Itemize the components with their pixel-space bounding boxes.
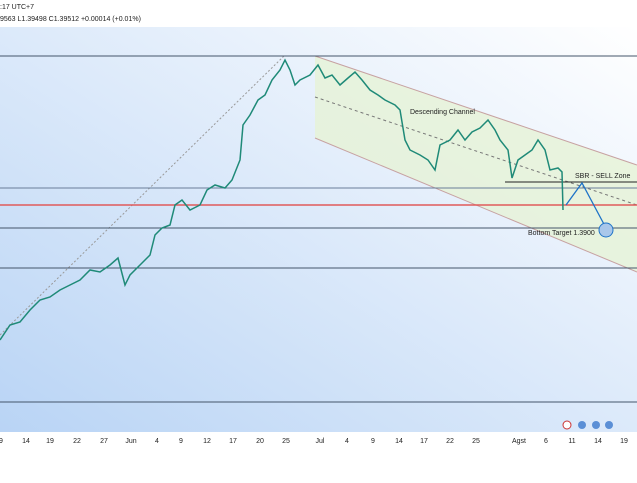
x-tick-label: 19: [620, 438, 628, 445]
top-bar: [0, 0, 637, 12]
x-tick-label: Jun: [125, 438, 136, 445]
x-tick-label: 11: [568, 438, 575, 445]
x-tick-label: 20: [256, 438, 264, 445]
x-tick-label: 9: [179, 438, 183, 445]
x-tick-label: 6: [544, 438, 548, 445]
x-tick-label: Agst: [512, 438, 526, 445]
x-tick-label: 14: [594, 438, 602, 445]
x-tick-label: 22: [446, 438, 454, 445]
channel-mid: [314, 96, 637, 206]
x-tick-label: 27: [100, 438, 108, 445]
x-tick-label: 9: [371, 438, 375, 445]
x-tick-label: Jul: [316, 438, 325, 445]
x-tick-label: 19: [46, 438, 54, 445]
x-axis: 9 14 19 22 27 Jun 4 9 12 17 20 25 Jul 4 …: [0, 438, 628, 445]
channel-label: Descending Channel: [410, 109, 475, 116]
x-tick-label: 25: [472, 438, 480, 445]
price-line: [0, 58, 564, 341]
x-tick-label: 17: [420, 438, 428, 445]
ohlc-label: 9563 L1.39498 C1.39512 +0.00014 (+0.01%): [0, 16, 141, 23]
x-tick-label: 9: [0, 438, 3, 445]
x-tick-label: 14: [22, 438, 30, 445]
event-icon[interactable]: [562, 420, 572, 430]
projection-arrow: [565, 181, 607, 229]
event-icon[interactable]: [578, 421, 586, 429]
x-tick-label: 22: [73, 438, 81, 445]
x-tick-label: 14: [395, 438, 403, 445]
x-tick-label: 25: [282, 438, 290, 445]
event-icon[interactable]: [592, 421, 600, 429]
channel-top: [314, 55, 637, 166]
x-tick-label: 4: [345, 438, 349, 445]
trend-line: [0, 54, 286, 336]
x-tick-label: 12: [203, 438, 211, 445]
target-label: Bottom Target 1.3900: [528, 230, 595, 237]
x-tick-label: 4: [155, 438, 159, 445]
channel-fill: [315, 56, 637, 272]
target-marker: [598, 222, 614, 238]
event-icon[interactable]: [605, 421, 613, 429]
time-label: :17 UTC+7: [0, 4, 34, 11]
zone-label: SBR - SELL Zone: [575, 173, 630, 180]
x-tick-label: 17: [229, 438, 237, 445]
